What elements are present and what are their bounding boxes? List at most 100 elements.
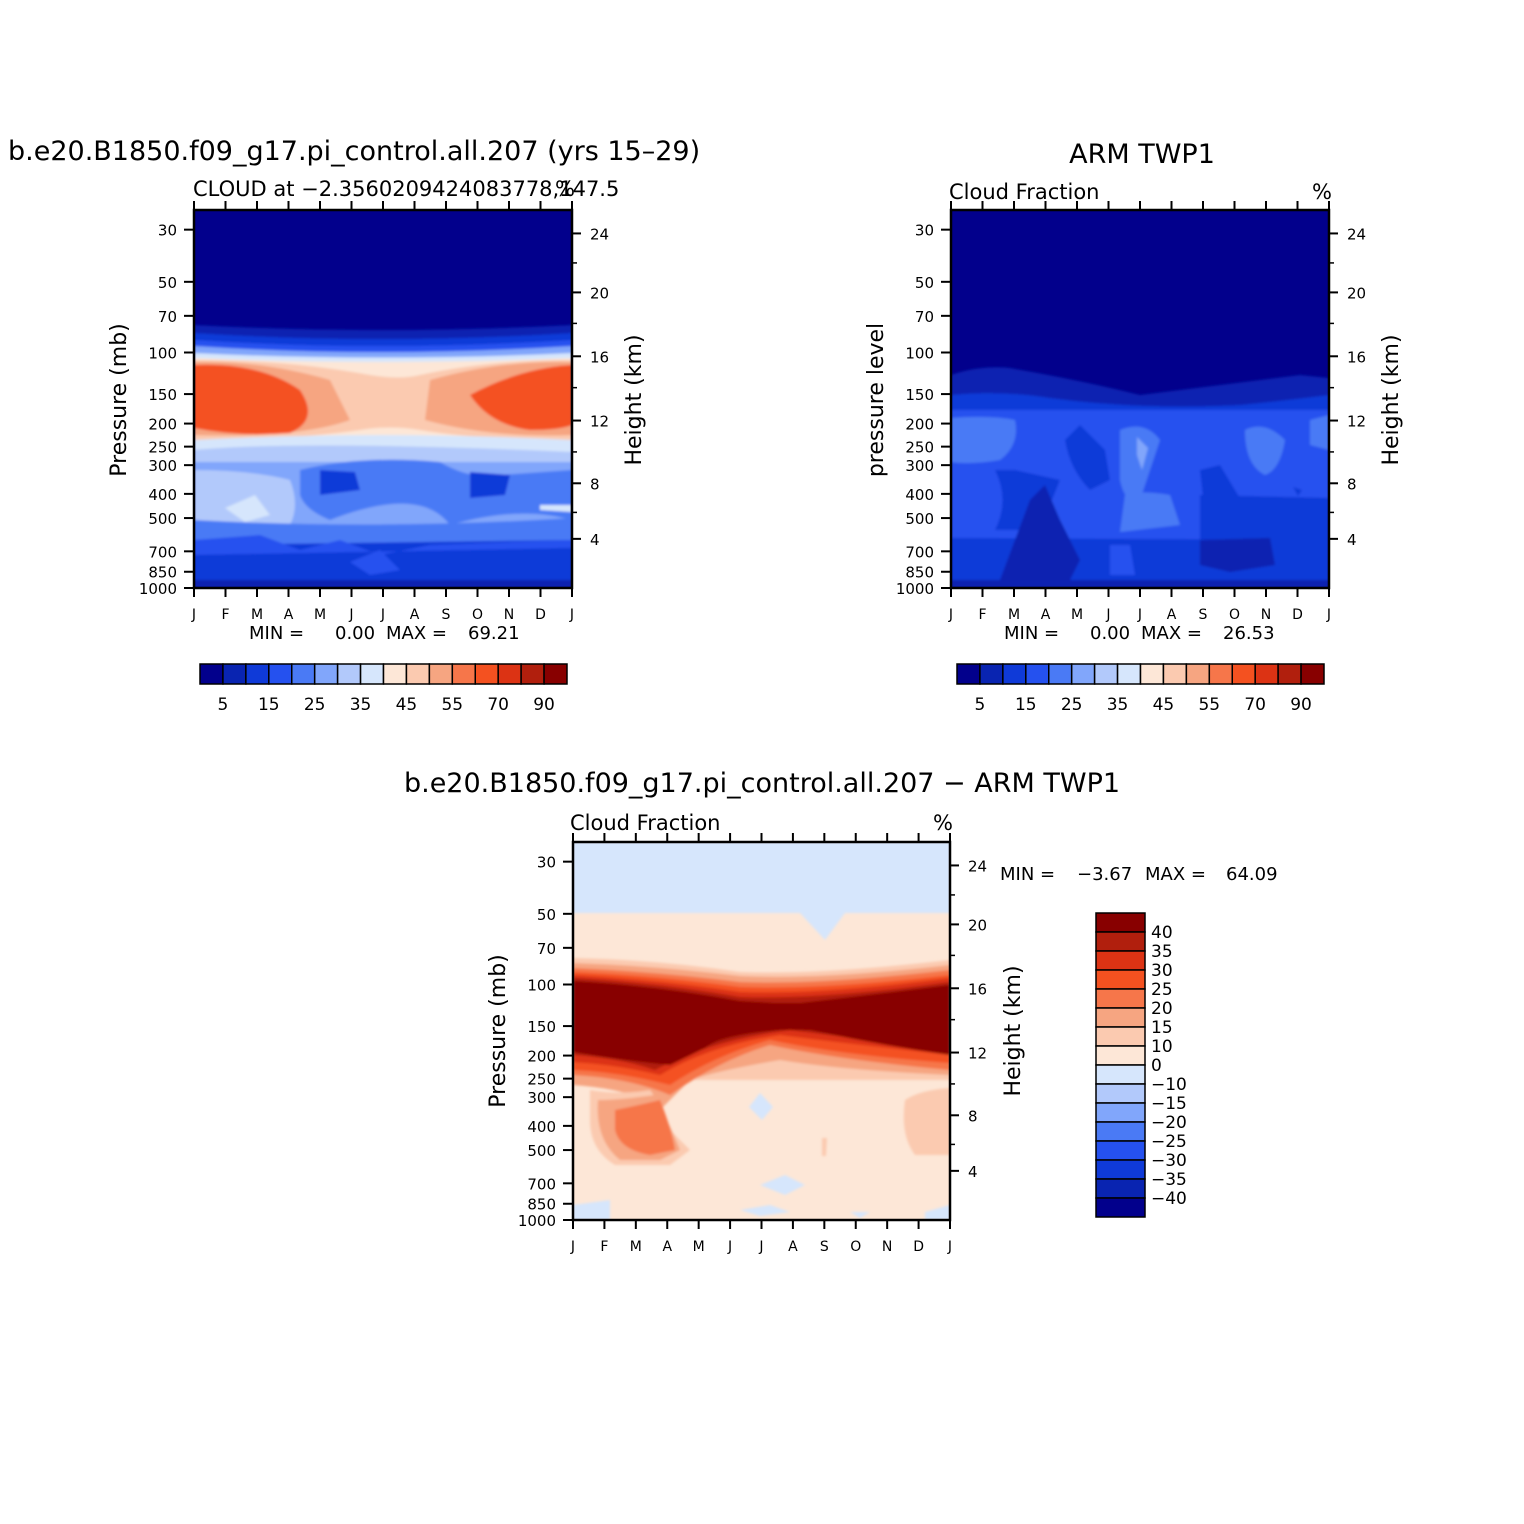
panel-observations: ARM TWP1 Cloud Fraction % — [864, 139, 1404, 715]
colorbar-box — [956, 663, 981, 685]
month-tick-label: A — [662, 1239, 672, 1255]
colorbar-label: 15 — [258, 695, 280, 715]
colorbar-label: 30 — [1151, 961, 1173, 981]
colorbar-box — [1095, 1159, 1146, 1180]
month-tick-label: D — [1292, 607, 1303, 623]
month-tick-label: D — [913, 1239, 924, 1255]
panel1-units: % — [555, 177, 575, 201]
month-tick-label: S — [442, 607, 451, 623]
panel3-ylabel: Pressure (mb) — [486, 954, 511, 1108]
panel1-colorbar: 5 15 25 35 45 55 70 90 — [199, 663, 568, 715]
colorbar-box — [1116, 663, 1142, 685]
colorbar-box — [1277, 663, 1302, 685]
month-tick-label: J — [570, 1239, 575, 1255]
month-tick-label: J — [947, 1239, 952, 1255]
month-tick-label: M — [1071, 607, 1083, 623]
pressure-tick-label: 1000 — [139, 580, 177, 598]
panel2-max-value: 26.53 — [1223, 623, 1275, 644]
colorbar-box — [359, 663, 385, 685]
panel2-contour-field — [951, 210, 1329, 588]
pressure-tick-label: 700 — [527, 1175, 556, 1193]
colorbar-box — [1208, 663, 1233, 685]
colorbar-box — [1185, 663, 1211, 685]
panel-model: b.e20.B1850.f09_g17.pi_control.all.207 (… — [8, 136, 700, 715]
pressure-tick-label: 30 — [915, 222, 934, 240]
height-tick-label: 12 — [590, 413, 609, 431]
colorbar-box — [1095, 912, 1146, 933]
colorbar-box — [405, 663, 431, 685]
colorbar-label: 35 — [1151, 942, 1173, 962]
panel1-min-value: 0.00 — [335, 623, 375, 644]
colorbar-label: −40 — [1151, 1189, 1187, 1209]
height-tick-label: 20 — [590, 284, 609, 302]
month-tick-label: N — [882, 1239, 892, 1255]
colorbar-box — [1095, 1102, 1146, 1123]
colorbar-label: 20 — [1151, 999, 1173, 1019]
panel-difference: b.e20.B1850.f09_g17.pi_control.all.207 −… — [404, 768, 1278, 1255]
height-tick-label: 20 — [1347, 284, 1366, 302]
height-tick-label: 4 — [968, 1163, 978, 1181]
height-tick-label: 8 — [590, 475, 600, 493]
pressure-tick-label: 100 — [148, 345, 177, 363]
colorbar-label: 35 — [350, 695, 372, 715]
colorbar-label: −10 — [1151, 1075, 1187, 1095]
panel2-left-label: Cloud Fraction — [949, 180, 1100, 204]
colorbar-box — [1095, 1007, 1146, 1028]
panel2-min-label: MIN = — [1004, 623, 1059, 644]
panel1-max-value: 69.21 — [468, 623, 520, 644]
panel2-colorbar: 5 15 25 35 45 55 70 90 — [956, 663, 1325, 715]
pressure-tick-label: 250 — [905, 439, 934, 457]
colorbar-box — [1231, 663, 1256, 685]
colorbar-box — [382, 663, 408, 685]
panel1-stats: MIN = 0.00 MAX = 69.21 — [249, 623, 520, 644]
pressure-tick-label: 70 — [158, 308, 177, 326]
colorbar-label: 5 — [218, 695, 229, 715]
pressure-tick-label: 850 — [905, 564, 934, 582]
panel2-stats: MIN = 0.00 MAX = 26.53 — [1004, 623, 1275, 644]
panel1-min-label: MIN = — [249, 623, 304, 644]
pressure-tick-label: 400 — [905, 486, 934, 504]
month-tick-label: A — [410, 607, 420, 623]
colorbar-box — [1025, 663, 1050, 685]
pressure-tick-label: 150 — [905, 386, 934, 404]
panel3-left-label: Cloud Fraction — [570, 811, 721, 835]
colorbar-box — [520, 663, 545, 685]
panel1-y2label: Height (km) — [622, 334, 647, 465]
colorbar-box — [1095, 1045, 1146, 1066]
month-tick-label: O — [1229, 607, 1240, 623]
pressure-tick-label: 300 — [527, 1089, 556, 1107]
pressure-tick-label: 500 — [905, 510, 934, 528]
month-tick-label: F — [221, 607, 229, 623]
height-tick-label: 24 — [1347, 225, 1366, 243]
colorbar-label: 15 — [1151, 1018, 1173, 1038]
panel3-title: b.e20.B1850.f09_g17.pi_control.all.207 −… — [404, 768, 1120, 799]
pressure-tick-label: 300 — [148, 457, 177, 475]
panel2-ylabel: pressure level — [864, 323, 889, 477]
pressure-tick-label: 200 — [527, 1048, 556, 1066]
height-tick-label: 20 — [968, 916, 987, 934]
colorbar-box — [1002, 663, 1027, 685]
colorbar-box — [428, 663, 454, 685]
height-tick-label: 16 — [590, 348, 609, 366]
colorbar-box — [268, 663, 293, 685]
month-tick-label: M — [630, 1239, 642, 1255]
colorbar-box — [1139, 663, 1165, 685]
colorbar-box — [1093, 663, 1119, 685]
colorbar-label: 70 — [1244, 695, 1266, 715]
month-tick-label: M — [251, 607, 263, 623]
month-tick-label: F — [600, 1239, 608, 1255]
colorbar-label: 5 — [975, 695, 986, 715]
colorbar-label: 55 — [441, 695, 463, 715]
pressure-tick-label: 200 — [905, 416, 934, 434]
colorbar-box — [1095, 931, 1146, 952]
colorbar-label: 45 — [396, 695, 418, 715]
panel2-min-value: 0.00 — [1090, 623, 1130, 644]
colorbar-box — [497, 663, 522, 685]
pressure-tick-label: 850 — [527, 1196, 556, 1214]
month-tick-label: J — [191, 607, 196, 623]
month-tick-label: S — [1199, 607, 1208, 623]
pressure-tick-label: 150 — [148, 386, 177, 404]
